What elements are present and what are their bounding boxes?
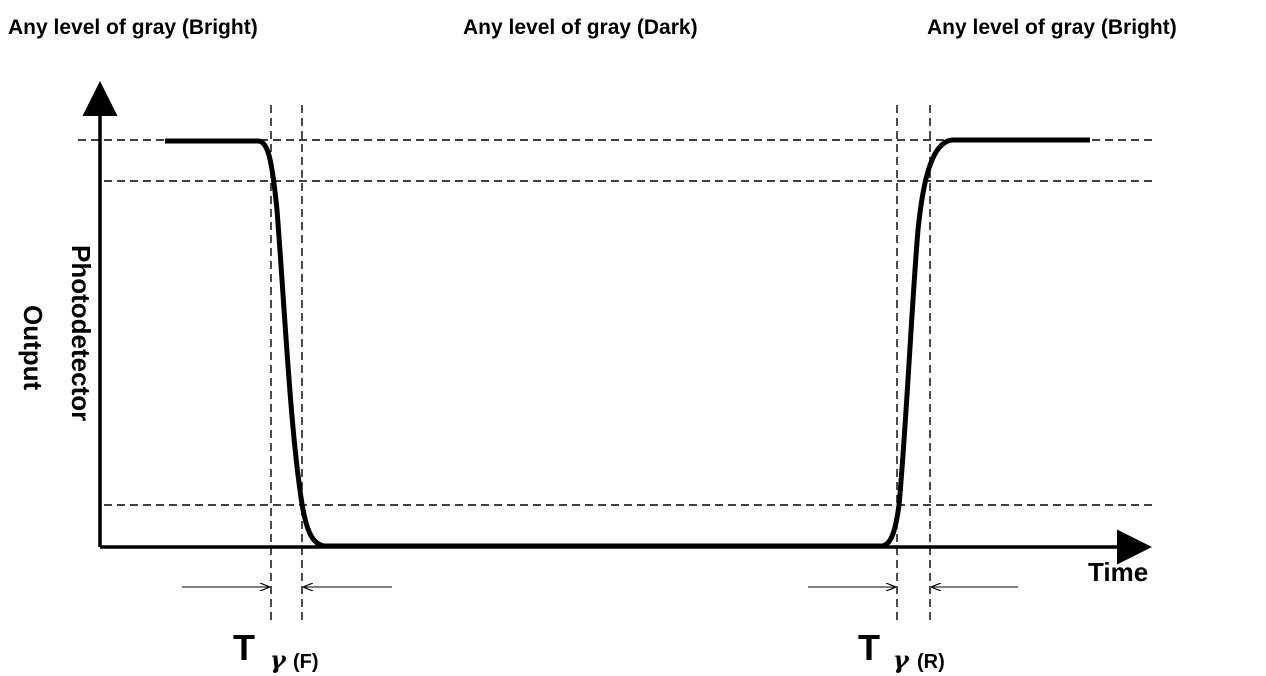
y-axis-label-line1: Photodetector (66, 245, 96, 421)
state-label-dark: Any level of gray (Dark) (463, 16, 698, 39)
rise-time-label: T γ (R) (858, 627, 945, 674)
rise-time-suffix: (R) (917, 651, 945, 673)
fall-time-main: T (233, 627, 255, 668)
photodetector-waveform (165, 137, 1090, 549)
rise-time-main: T (858, 627, 880, 668)
fall-time-symbol: γ (270, 645, 287, 674)
rise-time-symbol: γ (893, 645, 910, 674)
fall-time-label: T γ (F) (233, 627, 319, 674)
state-label-bright-left: Any level of gray (Bright) (8, 16, 258, 39)
y-axis-label-line2: Output (18, 305, 48, 391)
fall-time-suffix: (F) (293, 651, 319, 673)
x-axis-label: Time (1088, 557, 1148, 587)
state-label-bright-right: Any level of gray (Bright) (927, 16, 1177, 39)
